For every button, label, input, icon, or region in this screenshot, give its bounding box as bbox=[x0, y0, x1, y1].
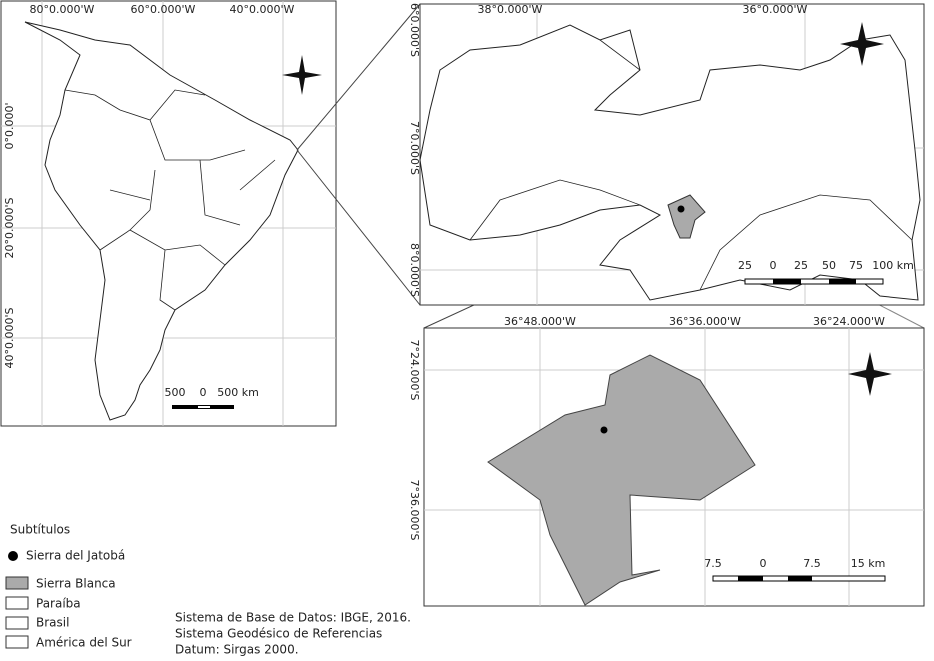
lon-label: 80°0.000'W bbox=[30, 3, 95, 16]
sierra-blanca-panel: 36°48.000'W 36°36.000'W 36°24.000'W 7°24… bbox=[408, 315, 925, 607]
scale-label: 0 bbox=[200, 386, 207, 399]
source-line: Datum: Sirgas 2000. bbox=[175, 643, 299, 657]
scale-label: 75 bbox=[849, 259, 863, 272]
sierra-del-jatoba bbox=[677, 205, 685, 213]
legend-title: Subtítulos bbox=[10, 523, 70, 537]
lon-label: 36°48.000'W bbox=[504, 315, 576, 328]
source-line: Sistema de Base de Datos: IBGE, 2016. bbox=[175, 611, 411, 625]
lat-label: 20°0.000'S bbox=[3, 197, 16, 258]
lat-label: 0°0.000' bbox=[3, 102, 16, 149]
north-arrow bbox=[848, 352, 892, 396]
sierra-del-jatoba bbox=[600, 426, 608, 434]
scale-label: 15 km bbox=[851, 557, 886, 570]
source-line: Sistema Geodésico de Referencias bbox=[175, 627, 382, 641]
region-borders bbox=[469, 39, 913, 291]
scale-label: 500 bbox=[165, 386, 186, 399]
country-borders bbox=[64, 89, 276, 311]
legend-item: Sierra del Jatobá bbox=[26, 549, 125, 563]
north-arrow bbox=[282, 55, 322, 95]
legend-symbol bbox=[5, 616, 29, 630]
sierra-blanca bbox=[487, 354, 756, 606]
legend-symbol bbox=[5, 596, 29, 610]
scale-label: 500 km bbox=[217, 386, 259, 399]
lon-label: 36°0.000'W bbox=[743, 3, 808, 16]
legend-symbol bbox=[8, 551, 18, 561]
scale-label: 0 bbox=[760, 557, 767, 570]
source-note: Sistema de Base de Datos: IBGE, 2016. Si… bbox=[175, 611, 411, 657]
scale-label: 50 bbox=[822, 259, 836, 272]
lon-label: 36°24.000'W bbox=[813, 315, 885, 328]
lat-label: 7°0.000'S bbox=[408, 121, 421, 175]
scale-label: 7.5 bbox=[803, 557, 821, 570]
scale-bar bbox=[744, 278, 884, 285]
legend-item: Sierra Blanca bbox=[36, 577, 116, 591]
scale-label: 25 bbox=[738, 259, 752, 272]
lat-label: 7°24.000'S bbox=[408, 340, 421, 401]
south-america bbox=[24, 21, 299, 421]
scale-bar bbox=[788, 576, 812, 581]
scale-label: 25 bbox=[794, 259, 808, 272]
scale-label: 7.5 bbox=[704, 557, 722, 570]
lon-label: 60°0.000'W bbox=[131, 3, 196, 16]
connector bbox=[296, 149, 421, 306]
scale-label: 100 km bbox=[872, 259, 914, 272]
north-arrow bbox=[840, 22, 884, 66]
lon-label: 40°0.000'W bbox=[230, 3, 295, 16]
lat-label: 8°0.000'S bbox=[408, 243, 421, 297]
legend-symbol bbox=[5, 576, 29, 590]
lat-label: 6°0.000'S bbox=[408, 3, 421, 57]
scale-label: 0 bbox=[770, 259, 777, 272]
lat-label: 7°36.000'S bbox=[408, 480, 421, 541]
legend-item: Brasil bbox=[36, 616, 69, 630]
legend-symbol bbox=[5, 635, 29, 649]
south-america-panel: 80°0.000'W 60°0.000'W 40°0.000'W 0°0.000… bbox=[0, 0, 337, 427]
scale-bar bbox=[773, 279, 801, 284]
sierra-blanca bbox=[667, 194, 706, 239]
legend: Subtítulos Sierra del Jatobá Sierra Blan… bbox=[5, 523, 132, 650]
legend-item: Paraíba bbox=[36, 597, 81, 611]
legend-item: América del Sur bbox=[36, 636, 132, 650]
scale-bar bbox=[198, 406, 210, 408]
lon-label: 38°0.000'W bbox=[478, 3, 543, 16]
paraiba-panel: 38°0.000'W 36°0.000'W 6°0.000'S 7°0.000'… bbox=[408, 3, 925, 306]
lat-label: 40°0.000'S bbox=[3, 307, 16, 368]
lon-label: 36°36.000'W bbox=[669, 315, 741, 328]
connector bbox=[296, 3, 421, 151]
paraiba bbox=[419, 24, 921, 301]
scale-bar bbox=[829, 279, 856, 284]
scale-bar bbox=[738, 576, 763, 581]
